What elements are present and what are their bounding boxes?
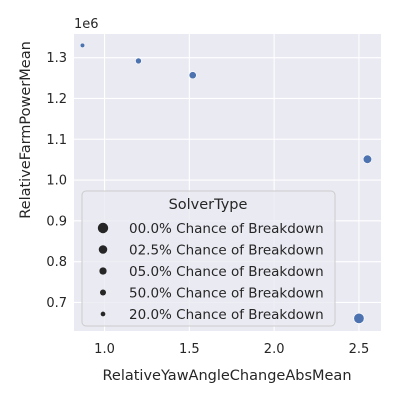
y-tick-label: 0.9 bbox=[46, 214, 67, 229]
legend-marker bbox=[98, 245, 108, 254]
x-axis-label: RelativeYawAngleChangeAbsMean bbox=[102, 368, 351, 384]
grid-lines bbox=[74, 34, 381, 331]
legend-marker bbox=[99, 289, 107, 296]
data-points bbox=[79, 42, 372, 324]
y-axis-label: RelativeFarmPowerMean bbox=[18, 41, 34, 219]
x-tick-labels: 1.0 1.5 2.0 2.5 bbox=[94, 342, 369, 357]
y-tick-label: 0.8 bbox=[46, 255, 67, 270]
x-tick-label: 2.0 bbox=[264, 342, 285, 357]
legend-marker bbox=[99, 267, 107, 275]
legend-entry-label: 02.5% Chance of Breakdown bbox=[129, 243, 324, 259]
legend-marker bbox=[97, 222, 109, 234]
y-tick-labels: 0.7 0.8 0.9 1.0 1.1 1.2 1.3 bbox=[46, 51, 67, 311]
legend: SolverType 00.0% Chance of Breakdown 02.5… bbox=[81, 190, 336, 327]
data-point bbox=[188, 71, 197, 80]
y-tick-label: 1.0 bbox=[46, 174, 67, 189]
legend-marker bbox=[100, 311, 106, 317]
legend-entry-label: 05.0% Chance of Breakdown bbox=[129, 264, 324, 280]
data-point bbox=[79, 42, 86, 49]
legend-entry-label: 50.0% Chance of Breakdown bbox=[129, 286, 324, 302]
y-tick-label: 0.7 bbox=[46, 296, 67, 311]
data-point bbox=[362, 154, 372, 164]
x-tick-label: 1.0 bbox=[94, 342, 115, 357]
legend-box bbox=[81, 190, 336, 327]
x-tick-label: 2.5 bbox=[349, 342, 370, 357]
legend-entry-label: 00.0% Chance of Breakdown bbox=[129, 221, 324, 237]
legend-title: SolverType bbox=[169, 197, 248, 213]
y-tick-label: 1.1 bbox=[46, 133, 67, 148]
data-point bbox=[135, 57, 142, 65]
x-tick-label: 1.5 bbox=[179, 342, 200, 357]
y-tick-label: 1.3 bbox=[46, 51, 67, 66]
data-point bbox=[353, 312, 365, 324]
y-tick-label: 1.2 bbox=[46, 92, 67, 107]
legend-entry-label: 20.0% Chance of Breakdown bbox=[129, 307, 324, 323]
y-offset-label: 1e6 bbox=[74, 17, 99, 32]
